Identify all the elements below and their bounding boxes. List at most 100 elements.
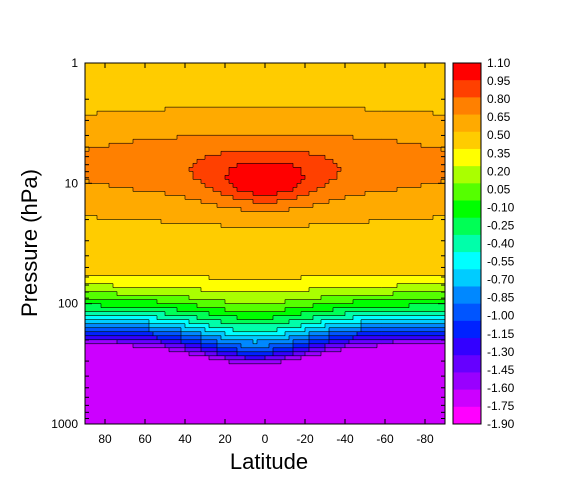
contour-cell xyxy=(169,139,174,144)
contour-cell xyxy=(361,63,366,68)
contour-cell xyxy=(437,119,442,124)
contour-cell xyxy=(121,271,126,276)
contour-cell xyxy=(197,235,202,240)
contour-cell xyxy=(257,67,262,72)
contour-cell xyxy=(105,127,110,132)
contour-cell xyxy=(341,247,346,252)
contour-cell xyxy=(145,195,150,200)
contour-cell xyxy=(229,91,234,96)
contour-cell xyxy=(221,223,226,228)
contour-cell xyxy=(401,151,406,156)
contour-cell xyxy=(325,79,330,84)
contour-cell xyxy=(233,259,238,264)
contour-cell xyxy=(389,203,394,208)
contour-cell xyxy=(293,231,298,236)
contour-cell xyxy=(89,135,94,140)
contour-cell xyxy=(373,259,378,264)
contour-cell xyxy=(225,155,230,160)
contour-cell xyxy=(385,103,390,108)
contour-cell xyxy=(161,91,166,96)
contour-cell xyxy=(393,99,398,104)
contour-cell xyxy=(417,111,422,116)
contour-cell xyxy=(193,259,198,264)
contour-cell xyxy=(357,95,362,100)
contour-cell xyxy=(225,83,230,88)
contour-cell xyxy=(333,179,338,184)
contour-cell xyxy=(189,103,194,108)
contour-cell xyxy=(133,247,138,252)
contour-cell xyxy=(389,79,394,84)
contour-cell xyxy=(221,95,226,100)
contour-cell xyxy=(373,267,378,272)
contour-cell xyxy=(161,199,166,204)
contour-cell xyxy=(329,87,334,92)
contour-cell xyxy=(153,171,158,176)
contour-cell xyxy=(269,259,274,264)
contour-cell xyxy=(193,239,198,244)
contour-cell xyxy=(373,171,378,176)
contour-cell xyxy=(425,195,430,200)
contour-cell xyxy=(85,275,90,280)
contour-cell xyxy=(433,267,438,272)
contour-cell xyxy=(137,135,142,140)
contour-cell xyxy=(357,207,362,212)
contour-cell xyxy=(101,187,106,192)
contour-cell xyxy=(341,163,346,168)
contour-cell xyxy=(217,235,222,240)
contour-cell xyxy=(145,235,150,240)
contour-cell xyxy=(385,67,390,72)
contour-cell xyxy=(273,243,278,248)
contour-cell xyxy=(189,139,194,144)
contour-cell xyxy=(165,191,170,196)
contour-cell xyxy=(109,159,114,164)
contour-cell xyxy=(417,183,422,188)
contour-cell xyxy=(225,251,230,256)
contour-cell xyxy=(213,183,218,188)
contour-cell xyxy=(277,63,282,68)
contour-cell xyxy=(201,79,206,84)
contour-cell xyxy=(433,111,438,116)
contour-cell xyxy=(385,99,390,104)
contour-cell xyxy=(393,171,398,176)
contour-cell xyxy=(113,175,118,180)
contour-cell xyxy=(317,259,322,264)
contour-cell xyxy=(377,251,382,256)
contour-cell xyxy=(125,227,130,232)
contour-cell xyxy=(317,115,322,120)
contour-cell xyxy=(325,191,330,196)
contour-cell xyxy=(325,95,330,100)
contour-cell xyxy=(281,75,286,80)
contour-cell xyxy=(157,255,162,260)
contour-cell xyxy=(325,263,330,268)
contour-cell xyxy=(217,279,222,285)
contour-cell xyxy=(381,183,386,188)
contour-cell xyxy=(397,151,402,156)
contour-cell xyxy=(313,211,318,216)
contour-cell xyxy=(329,139,334,144)
contour-cell xyxy=(429,271,434,276)
contour-cell xyxy=(93,167,98,172)
contour-cell xyxy=(125,171,130,176)
contour-cell xyxy=(145,67,150,72)
contour-cell xyxy=(425,131,430,136)
contour-cell xyxy=(341,91,346,96)
contour-cell xyxy=(441,195,445,200)
contour-cell xyxy=(157,95,162,100)
contour-cell xyxy=(237,239,242,244)
contour-cell xyxy=(401,127,406,132)
contour-cell xyxy=(109,171,114,176)
contour-cell xyxy=(157,215,162,220)
contour-cell xyxy=(341,83,346,88)
contour-cell xyxy=(157,115,162,120)
contour-cell xyxy=(237,79,242,84)
contour-cell xyxy=(381,207,386,212)
contour-cell xyxy=(269,155,274,160)
contour-cell xyxy=(317,123,322,128)
contour-cell xyxy=(237,195,242,200)
contour-cell xyxy=(141,187,146,192)
contour-cell xyxy=(269,71,274,76)
contour-cell xyxy=(341,255,346,260)
contour-cell xyxy=(293,63,298,68)
contour-cell xyxy=(145,175,150,180)
contour-cell xyxy=(189,283,194,289)
